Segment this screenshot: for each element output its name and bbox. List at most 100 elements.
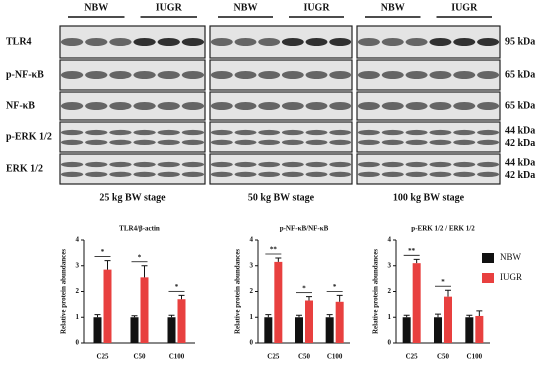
blot-band <box>133 139 156 145</box>
bar <box>167 317 176 343</box>
chart-title: p-NF-κB/NF-κB <box>280 225 329 233</box>
blot-band <box>234 38 257 46</box>
y-axis-label: Relative protein abundances <box>234 249 242 334</box>
blot-band <box>157 129 180 136</box>
blot-band <box>234 171 257 177</box>
bar <box>140 277 149 343</box>
blot-band <box>305 71 328 79</box>
error-bar <box>131 315 138 318</box>
bar <box>93 317 102 343</box>
error-bar <box>435 313 441 318</box>
y-tick-label: 0 <box>388 339 392 347</box>
blot-band <box>181 38 205 46</box>
group-label: IUGR <box>156 2 183 13</box>
blot-band <box>109 161 132 168</box>
blot-band <box>157 102 180 110</box>
group-label: IUGR <box>451 2 478 13</box>
error-bar <box>104 260 111 270</box>
blot-band <box>477 102 500 110</box>
kda-label: 42 kDa <box>505 138 535 149</box>
y-tick-label: 3 <box>250 261 254 269</box>
bar <box>412 263 421 343</box>
blot-frame <box>59 121 206 153</box>
blot-frame <box>209 91 353 121</box>
blot-band <box>60 38 84 46</box>
blot-band <box>281 38 304 46</box>
chart-title: TLR4/β-actin <box>119 225 160 233</box>
blot-band <box>181 102 205 110</box>
blot-band <box>329 102 352 110</box>
blot-band <box>281 71 304 79</box>
blot-frame <box>209 153 353 185</box>
blot-band <box>210 161 233 168</box>
bar <box>475 315 484 343</box>
row-label: NF-κB <box>6 100 35 111</box>
row-label: p-ERK 1/2 <box>6 131 52 142</box>
blot-band <box>258 139 281 145</box>
blot-band <box>181 161 205 168</box>
blot-band <box>234 161 257 168</box>
blot-band <box>381 129 404 136</box>
blot-band <box>234 71 257 79</box>
x-tick-label: C25 <box>406 353 419 361</box>
blot-band <box>477 38 500 46</box>
blot-frame <box>356 91 501 121</box>
significance-label: * <box>302 284 306 292</box>
blot-band <box>109 102 132 110</box>
blot-band <box>85 171 108 177</box>
blot-band <box>157 139 180 145</box>
blot-band <box>109 38 132 46</box>
bar <box>130 317 139 343</box>
blot-band <box>329 139 352 145</box>
blot-band <box>85 71 108 79</box>
blot-band <box>258 171 281 177</box>
error-bar <box>296 314 302 318</box>
blot-band <box>109 71 132 79</box>
blot-band <box>357 38 380 46</box>
blot-band <box>381 171 404 177</box>
blot-band <box>109 171 132 177</box>
blot-frame <box>356 59 501 91</box>
x-tick-label: C25 <box>267 353 280 361</box>
x-tick-label: C50 <box>133 353 146 361</box>
legend-label: NBW <box>500 252 522 262</box>
blot-band <box>133 171 156 177</box>
bar <box>335 301 344 343</box>
y-tick-label: 0 <box>76 339 80 347</box>
row-label: ERK 1/2 <box>6 163 43 174</box>
blot-band <box>210 71 233 79</box>
blot-band <box>405 139 428 145</box>
blot-frame <box>209 121 353 153</box>
blot-band <box>329 38 352 46</box>
blot-band <box>453 71 476 79</box>
y-tick-label: 2 <box>76 287 80 295</box>
x-tick-label: C100 <box>327 353 343 361</box>
blot-band <box>305 38 328 46</box>
blot-band <box>429 102 452 110</box>
blot-band <box>133 38 156 46</box>
blot-band <box>429 171 452 177</box>
kda-label: 44 kDa <box>505 157 535 168</box>
kda-label: 65 kDa <box>505 100 535 111</box>
blot-band <box>181 129 205 136</box>
blot-band <box>60 161 84 168</box>
blot-band <box>477 161 500 168</box>
blot-band <box>258 38 281 46</box>
blot-band <box>329 129 352 136</box>
blot-frame <box>356 25 501 59</box>
bar <box>434 317 442 343</box>
stage-label: 50 kg BW stage <box>248 192 315 203</box>
group-label: IUGR <box>303 2 330 13</box>
y-tick-label: 4 <box>76 236 80 244</box>
blot-band <box>258 129 281 136</box>
kda-label: 44 kDa <box>505 125 535 136</box>
y-tick-label: 1 <box>76 313 80 321</box>
kda-label: 95 kDa <box>505 36 535 47</box>
kda-label: 42 kDa <box>505 170 535 181</box>
blot-band <box>60 171 84 177</box>
x-tick-label: C100 <box>467 353 483 361</box>
stage-label: 100 kg BW stage <box>393 192 465 203</box>
blot-band <box>210 38 233 46</box>
blot-band <box>60 129 84 136</box>
x-tick-label: C50 <box>437 353 450 361</box>
